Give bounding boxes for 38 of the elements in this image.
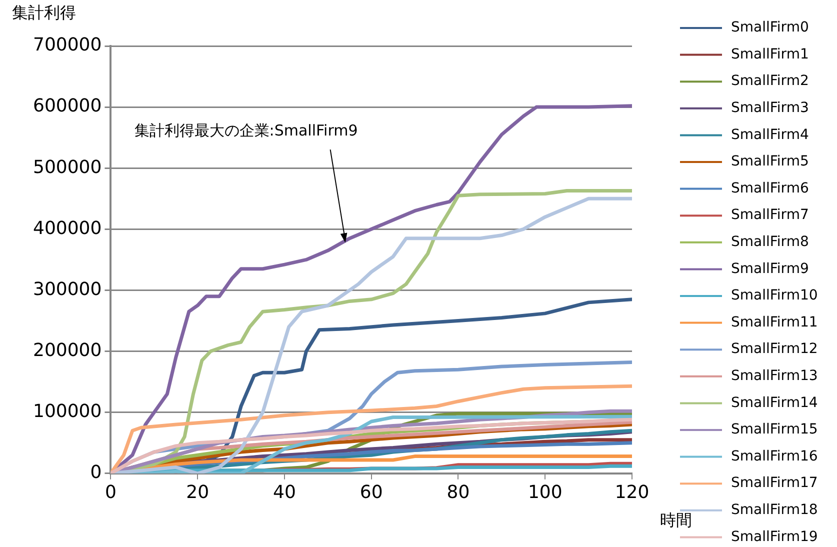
x-tick-label: 40 <box>273 482 296 503</box>
legend-label: SmallFirm19 <box>731 528 818 545</box>
x-tick-label: 20 <box>186 482 210 503</box>
y-tick-label: 100000 <box>32 401 102 422</box>
y-tick-label: 200000 <box>32 340 102 361</box>
legend-label: SmallFirm18 <box>731 502 818 518</box>
legend-label: SmallFirm14 <box>731 394 818 411</box>
x-axis-title: 時間 <box>660 510 692 530</box>
legend-label: SmallFirm15 <box>731 422 818 438</box>
legend-label: SmallFirm11 <box>731 314 818 330</box>
legend-label: SmallFirm4 <box>731 126 809 143</box>
legend-label: SmallFirm13 <box>731 368 818 384</box>
legend-label: SmallFirm8 <box>731 234 809 250</box>
x-tick-label: 0 <box>104 482 116 503</box>
legend-label: SmallFirm3 <box>731 100 809 116</box>
y-axis-title: 集計利得 <box>12 3 76 22</box>
legend-label: SmallFirm5 <box>731 154 809 170</box>
y-tick-label: 300000 <box>32 278 102 300</box>
legend-label: SmallFirm9 <box>731 260 809 277</box>
x-tick-label: 120 <box>614 482 650 503</box>
y-tick-label: 600000 <box>32 96 102 117</box>
legend-label: SmallFirm17 <box>731 475 818 492</box>
x-tick-label: 100 <box>528 482 562 503</box>
legend-label: SmallFirm16 <box>731 448 818 464</box>
legend-label: SmallFirm10 <box>731 288 818 304</box>
annotation: 集計利得最大の企業:SmallFirm9 <box>134 121 358 140</box>
y-tick-label: 0 <box>90 462 102 484</box>
y-tick-label: 700000 <box>32 34 102 56</box>
x-tick-label: 60 <box>360 482 383 503</box>
legend-label: SmallFirm0 <box>731 20 809 36</box>
x-tick-label: 80 <box>446 482 470 503</box>
legend-label: SmallFirm7 <box>731 207 809 224</box>
y-tick-label: 400000 <box>32 218 102 239</box>
y-tick-label: 500000 <box>32 156 102 178</box>
legend-label: SmallFirm2 <box>731 73 809 90</box>
legend-label: SmallFirm1 <box>731 46 809 62</box>
legend-label: SmallFirm6 <box>731 180 809 196</box>
legend-label: SmallFirm12 <box>731 341 818 358</box>
